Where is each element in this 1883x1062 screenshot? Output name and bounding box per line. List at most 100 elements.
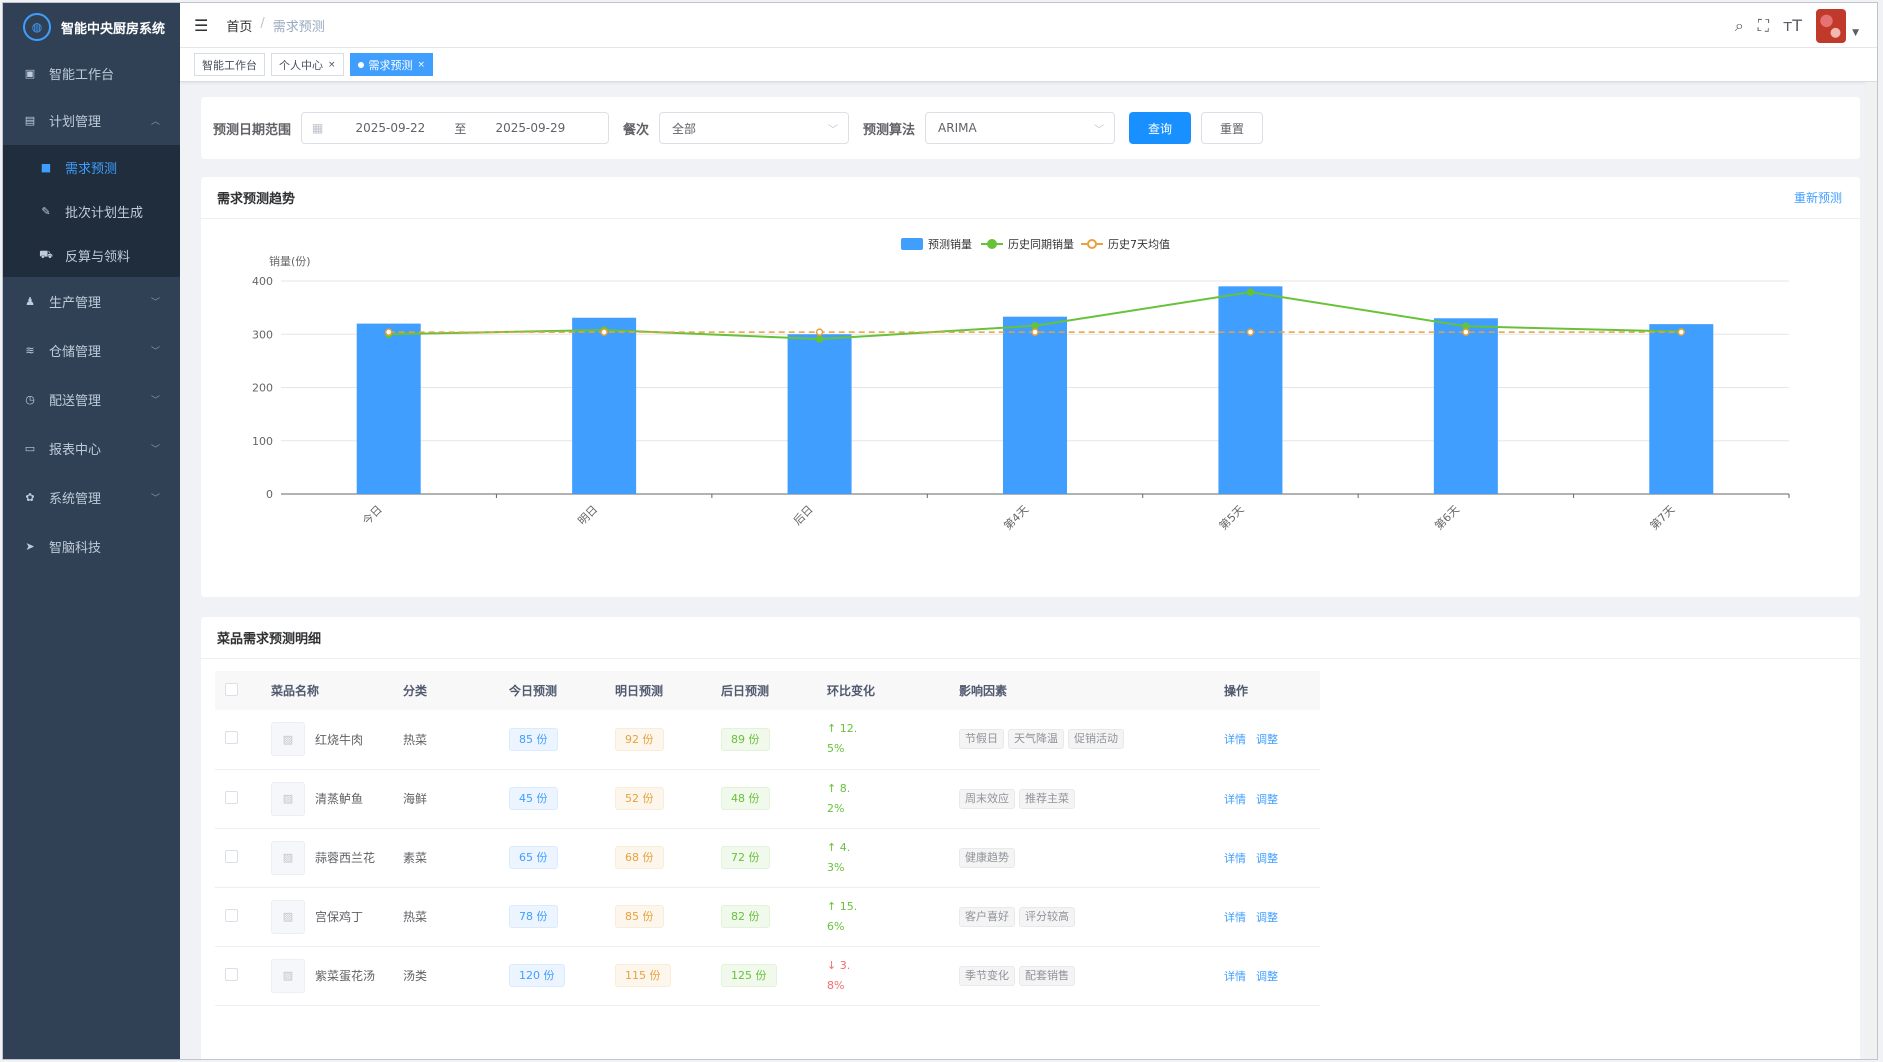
layers-icon: ≋: [25, 344, 35, 357]
y-tick-label: 100: [252, 435, 273, 448]
algo-select-value: ARIMA: [938, 121, 977, 135]
dish-category: 海鲜: [403, 792, 428, 806]
after-forecast-badge: 125 份: [721, 964, 777, 987]
sidebar-item-label: 智脑科技: [49, 541, 102, 556]
sidebar-item-system[interactable]: ✿ 系统管理 ﹀: [3, 473, 180, 522]
x-tick-label: 第4天: [1001, 502, 1031, 532]
y-tick-label: 400: [252, 275, 273, 288]
sidebar-item-label: 仓储管理: [49, 345, 102, 360]
col-factors[interactable]: 影响因素: [959, 684, 1008, 698]
sidebar-item-forecast[interactable]: ■ 需求预测: [3, 145, 180, 189]
algo-select[interactable]: ARIMA ﹀: [925, 112, 1116, 144]
table-row: ▨ 红烧牛肉 热菜 85 份 92 份 89 份 ↑ 12. 5% 节假日 天气降温促…: [215, 710, 1320, 769]
tag-workbench[interactable]: 智能工作台: [194, 53, 265, 76]
sidebar-item-material[interactable]: ⛟ 反算与领料: [3, 233, 180, 277]
x-tick-label: 第7天: [1647, 502, 1677, 532]
y-tick-label: 200: [252, 382, 273, 395]
reforecast-link[interactable]: 重新预测: [1793, 191, 1842, 205]
caret-down-icon[interactable]: ▼: [1852, 27, 1859, 38]
dish-image-icon: ▨: [271, 840, 305, 875]
send-icon: ➤: [25, 540, 35, 553]
legend-swatch-marker: [1087, 239, 1097, 249]
table-card-title: 菜品需求预测明细: [217, 632, 322, 647]
detail-link[interactable]: 详情: [1224, 792, 1246, 806]
today-forecast-badge: 78 份: [509, 905, 558, 928]
sidebar-item-plan[interactable]: ▤ 计划管理 ︿: [3, 96, 180, 145]
adjust-link[interactable]: 调整: [1256, 733, 1278, 747]
hamburger-icon[interactable]: ☰: [194, 15, 209, 35]
dish-name: 宫保鸡丁: [315, 910, 364, 924]
detail-link[interactable]: 详情: [1224, 910, 1246, 924]
adjust-link[interactable]: 调整: [1256, 792, 1278, 806]
query-button[interactable]: 查询: [1129, 112, 1192, 144]
col-today[interactable]: 今日预测: [509, 684, 558, 698]
col-name[interactable]: 菜品名称: [271, 684, 320, 698]
fullscreen-icon[interactable]: ⛶: [1757, 15, 1769, 35]
sidebar-item-reports[interactable]: ▭ 报表中心 ﹀: [3, 424, 180, 473]
avatar[interactable]: [1816, 8, 1847, 43]
date-range-picker[interactable]: ▦ 2025-09-22 至 2025-09-29: [301, 112, 610, 144]
meal-select-value: 全部: [672, 121, 697, 136]
select-all-checkbox[interactable]: [225, 682, 238, 696]
sidebar-item-tech[interactable]: ➤ 智脑科技: [3, 522, 180, 571]
reset-button[interactable]: 重置: [1201, 112, 1264, 144]
point-7day-average: [1031, 328, 1039, 336]
dish-category: 素菜: [403, 851, 428, 865]
row-checkbox[interactable]: [225, 908, 238, 922]
tag-forecast[interactable]: 需求预测 ×: [349, 53, 434, 76]
change-line-2: 6%: [827, 919, 845, 933]
table-row: ▨ 宫保鸡丁 热菜 78 份 85 份 82 份 ↑ 15. 6% 客户喜好 评分较高…: [215, 887, 1320, 946]
sidebar-item-batch-plan[interactable]: ✎ 批次计划生成: [3, 189, 180, 233]
adjust-link[interactable]: 调整: [1256, 851, 1278, 865]
close-icon[interactable]: ×: [328, 59, 336, 70]
sidebar-item-workbench[interactable]: ▣ 智能工作台: [3, 51, 180, 96]
close-icon[interactable]: ×: [417, 59, 426, 70]
date-end-input[interactable]: 2025-09-29: [495, 121, 566, 135]
change-value: ↑ 4. 3%: [827, 838, 867, 878]
factor-tag: 促销活动: [1068, 729, 1124, 750]
adjust-link[interactable]: 调整: [1256, 910, 1278, 924]
meal-select[interactable]: 全部 ﹀: [659, 112, 850, 144]
legend-label: 预测销量: [928, 237, 972, 251]
col-category[interactable]: 分类: [403, 684, 428, 698]
font-size-icon[interactable]: ᴛT: [1782, 16, 1803, 35]
col-after[interactable]: 后日预测: [721, 684, 770, 698]
forecast-icon: ■: [40, 160, 52, 174]
point-history: [1246, 288, 1255, 296]
tag-profile[interactable]: 个人中心 ×: [271, 53, 344, 76]
app-logo[interactable]: ◍ 智能中央厨房系统: [3, 3, 180, 51]
sidebar-item-production[interactable]: ♟ 生产管理 ﹀: [3, 277, 180, 326]
detail-link[interactable]: 详情: [1224, 851, 1246, 865]
sidebar-item-delivery[interactable]: ◷ 配送管理 ﹀: [3, 375, 180, 424]
dish-image-icon: ▨: [271, 781, 305, 816]
col-change[interactable]: 环比变化: [827, 684, 876, 698]
change-line-2: 3%: [827, 860, 845, 874]
date-start-input[interactable]: 2025-09-22: [355, 121, 426, 135]
search-icon[interactable]: ⌕: [1734, 15, 1744, 35]
row-checkbox[interactable]: [225, 731, 238, 745]
detail-link[interactable]: 详情: [1224, 733, 1246, 747]
chevron-down-icon: ﹀: [150, 494, 160, 504]
scrollbar[interactable]: [1865, 82, 1877, 1059]
after-forecast-badge: 89 份: [721, 727, 770, 751]
dashboard-icon: ▣: [24, 67, 36, 80]
row-checkbox[interactable]: [225, 790, 238, 804]
sidebar-item-label: 计划管理: [49, 115, 102, 130]
row-checkbox[interactable]: [225, 967, 238, 981]
tomorrow-forecast-badge: 85 份: [615, 905, 664, 928]
factor-tags: 季节变化 配套销售: [959, 946, 1224, 1005]
x-tick-label: 第5天: [1216, 502, 1246, 532]
detail-link[interactable]: 详情: [1224, 969, 1246, 983]
row-checkbox[interactable]: [225, 849, 238, 863]
factor-tags: 客户喜好 评分较高: [959, 887, 1224, 946]
change-line-1: ↑ 15.: [827, 899, 858, 913]
legend-label: 历史7天均值: [1108, 238, 1170, 251]
dish-category: 热菜: [403, 910, 428, 924]
adjust-link[interactable]: 调整: [1256, 969, 1278, 983]
col-tomorrow[interactable]: 明日预测: [615, 684, 664, 698]
x-tick-label: 明日: [576, 503, 601, 528]
factor-tag: 健康趋势: [959, 847, 1015, 868]
sidebar-item-warehouse[interactable]: ≋ 仓储管理 ﹀: [3, 326, 180, 375]
breadcrumb-home[interactable]: 首页: [226, 19, 253, 35]
factor-tag: 天气降温: [1008, 729, 1064, 750]
